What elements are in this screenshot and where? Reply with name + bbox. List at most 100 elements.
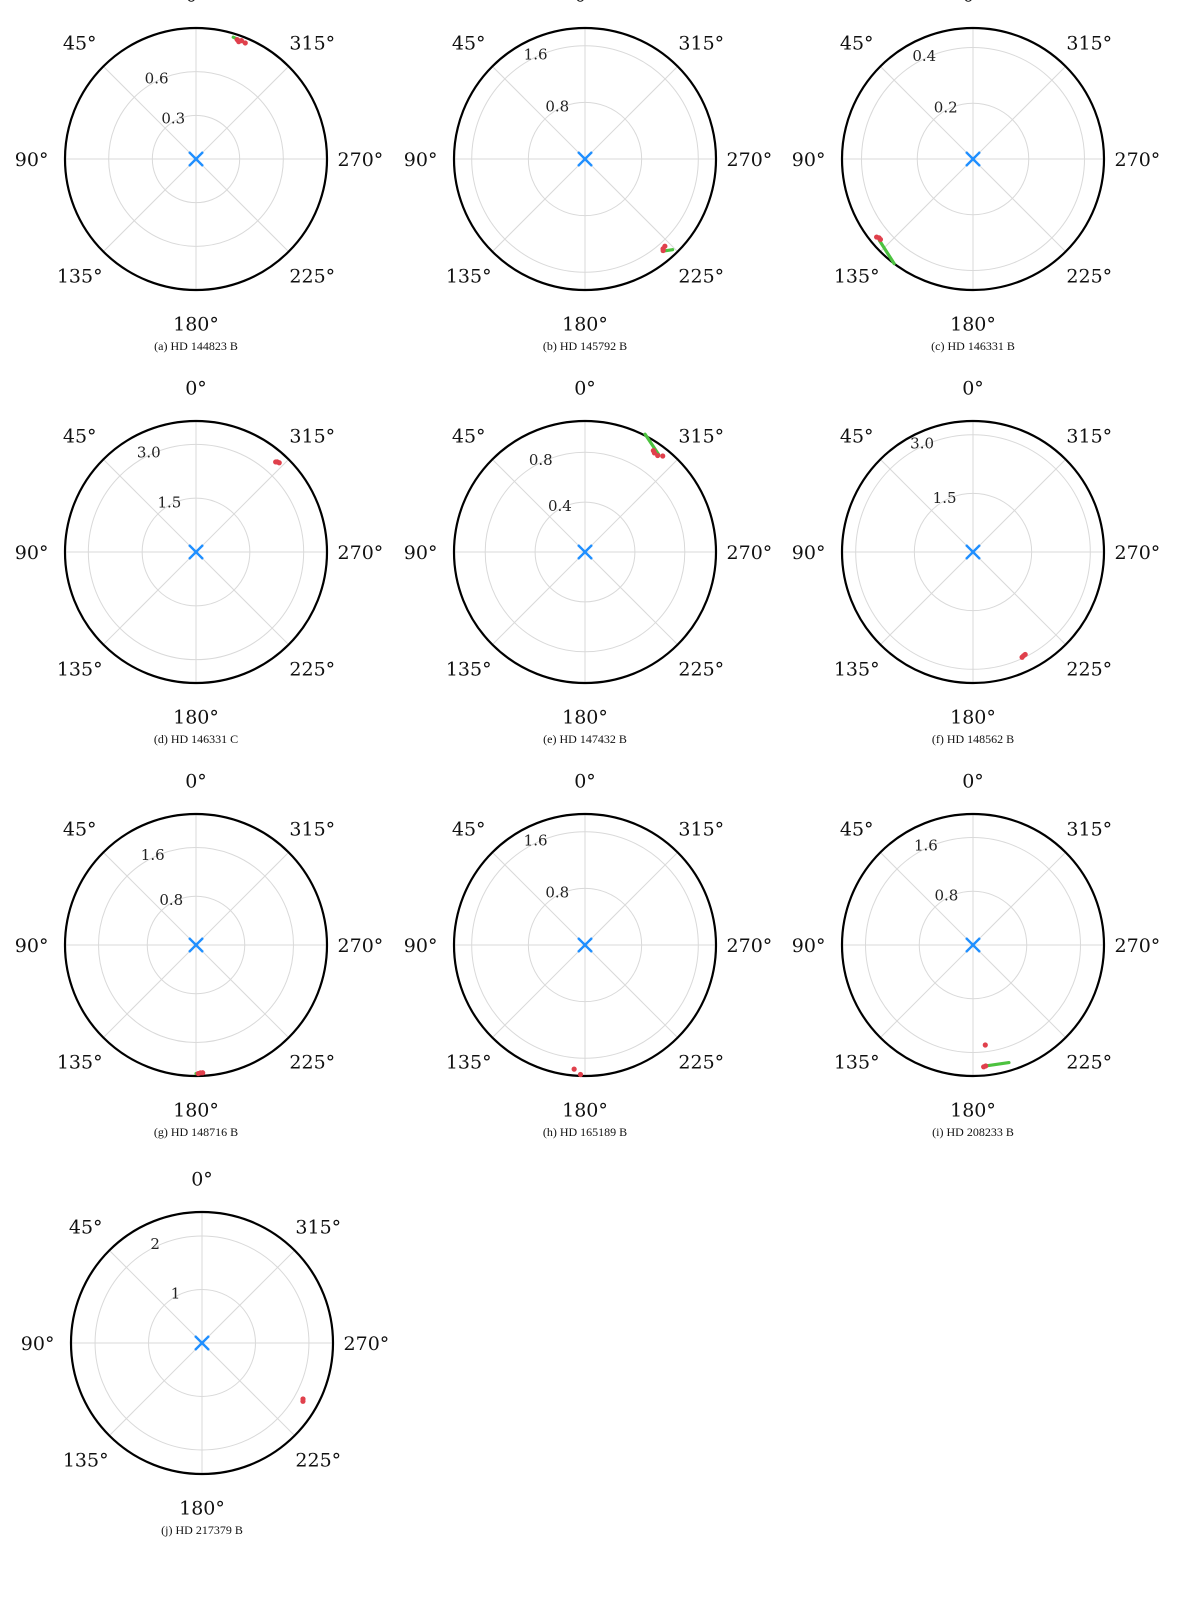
angular-gridline (195, 459, 289, 553)
angle-tick-label: 90° (15, 149, 49, 171)
predicted-orbit-track (643, 432, 661, 456)
angle-tick-label: 315° (295, 1217, 341, 1239)
angular-gridline (492, 852, 586, 946)
angle-tick-label: 0° (962, 378, 984, 400)
angular-gridline (195, 944, 289, 1038)
radial-tick-label: 0.8 (545, 98, 569, 116)
radial-gridline (87, 443, 305, 661)
polar-plot: 1 2 0° 45° 90° 135° 180° 225° 270° 315° (j) HD 217… (21, 1169, 390, 1537)
angle-tick-label: 0° (191, 1169, 213, 1191)
panel-caption: (j) HD 217379 B (161, 1523, 243, 1537)
radial-tick-label: 3.0 (910, 435, 934, 453)
observed-point (195, 1070, 201, 1077)
center-marker (965, 151, 981, 167)
angle-tick-label: 45° (452, 819, 486, 841)
angle-tick-label: 0° (574, 0, 596, 7)
angle-tick-label: 135° (834, 265, 880, 287)
observed-point (1022, 651, 1028, 658)
angle-tick-label: 315° (1066, 33, 1112, 55)
angle-tick-label: 45° (452, 426, 486, 448)
radial-gridline (918, 890, 1028, 1000)
angle-tick-label: 225° (678, 658, 724, 680)
angle-tick-label: 90° (404, 542, 438, 564)
angular-gridline (880, 66, 974, 160)
polar-plot: 0.8 1.6 0° 45° 90° 135° 180° 225° 270° 315° (b) HD… (404, 0, 773, 353)
polar-plot: 0.2 0.4 0° 45° 90° 135° 180° 225° 270° 315° (c) HD… (792, 0, 1161, 353)
polar-boundary (452, 419, 718, 685)
radial-gridline (141, 497, 251, 607)
center-marker (194, 1335, 210, 1351)
angular-gridline (103, 551, 197, 645)
angle-tick-label: 225° (289, 658, 335, 680)
radial-gridline (916, 102, 1030, 216)
angle-tick-label: 315° (678, 819, 724, 841)
angle-tick-label: 225° (289, 265, 335, 287)
radial-gridline (471, 45, 699, 273)
observed-point (660, 247, 666, 254)
polar-boundary (63, 26, 329, 292)
observed-point (981, 1064, 987, 1070)
polar-boundary (63, 419, 329, 685)
angle-tick-label: 315° (1066, 819, 1112, 841)
angle-tick-label: 315° (289, 819, 335, 841)
observed-point (236, 39, 242, 45)
radial-gridline (151, 114, 241, 204)
radial-gridline (861, 47, 1085, 271)
angle-tick-label: 315° (678, 33, 724, 55)
angle-tick-label: 90° (15, 935, 49, 957)
observed-point (577, 1071, 584, 1078)
angular-gridline (972, 459, 1066, 553)
radial-gridline (855, 434, 1091, 670)
angle-tick-label: 180° (173, 313, 219, 335)
observed-point (242, 40, 248, 46)
polar-plot: 1.5 3.0 0° 45° 90° 135° 180° 225° 270° 315° (f) HD… (792, 378, 1161, 746)
angular-gridline (972, 852, 1066, 946)
radial-gridline (146, 895, 246, 995)
radial-tick-label: 1.5 (157, 493, 181, 511)
angle-tick-label: 90° (792, 149, 826, 171)
angle-tick-label: 270° (727, 149, 773, 171)
radial-tick-label: 0.8 (934, 886, 958, 904)
angular-gridline (584, 459, 678, 553)
radial-gridline (534, 501, 636, 603)
radial-tick-label: 3.0 (137, 444, 161, 462)
panel-caption: (d) HD 146331 C (154, 732, 238, 746)
angle-tick-label: 135° (57, 265, 103, 287)
angular-gridline (880, 459, 974, 553)
observed-point (650, 448, 656, 454)
angular-gridline (972, 66, 1066, 160)
angular-gridline (201, 1342, 295, 1436)
angle-tick-label: 90° (15, 542, 49, 564)
radial-tick-label: 0.2 (934, 99, 958, 117)
angular-gridline (109, 1250, 203, 1344)
radial-tick-label: 0.4 (548, 497, 572, 515)
center-marker (188, 151, 204, 167)
radial-gridline (913, 492, 1033, 612)
angle-tick-label: 270° (727, 542, 773, 564)
angle-tick-label: 135° (446, 265, 492, 287)
angle-tick-label: 180° (950, 1099, 996, 1121)
angle-tick-label: 315° (1066, 426, 1112, 448)
radial-tick-label: 0.8 (159, 891, 183, 909)
panel-caption: (b) HD 145792 B (543, 339, 627, 353)
angular-gridline (972, 551, 1066, 645)
radial-gridline (527, 887, 643, 1003)
radial-gridline (865, 837, 1081, 1053)
radial-gridline (94, 1235, 310, 1451)
angle-tick-label: 45° (452, 33, 486, 55)
angle-tick-label: 180° (562, 1099, 608, 1121)
angular-gridline (584, 66, 678, 160)
polar-boundary (840, 26, 1106, 292)
angle-tick-label: 225° (1066, 265, 1112, 287)
observed-point (662, 243, 668, 249)
center-marker (965, 544, 981, 560)
observed-point (982, 1042, 988, 1048)
angle-tick-label: 225° (1066, 658, 1112, 680)
panel-caption: (g) HD 148716 B (154, 1125, 238, 1139)
angle-tick-label: 180° (562, 706, 608, 728)
angle-tick-label: 0° (574, 378, 596, 400)
angular-gridline (103, 66, 197, 160)
panel-caption: (f) HD 148562 B (932, 732, 1014, 746)
angle-tick-label: 45° (840, 33, 874, 55)
